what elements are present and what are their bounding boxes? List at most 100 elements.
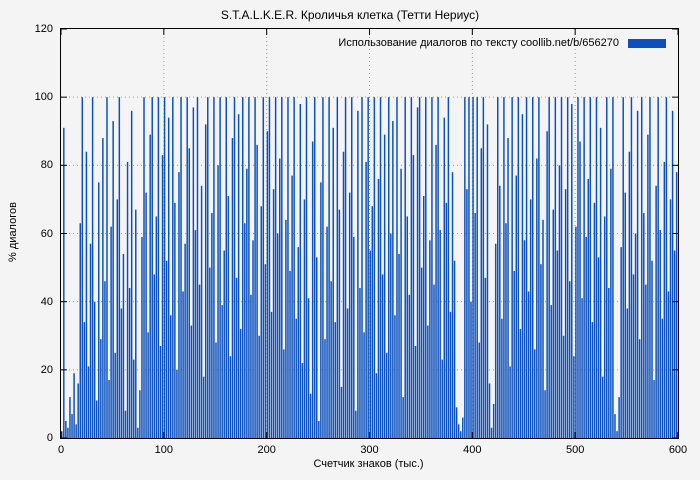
x-tick-label: 500 — [565, 444, 585, 456]
bar — [614, 414, 616, 438]
bar — [108, 380, 110, 438]
bar — [281, 97, 283, 438]
bar — [124, 410, 127, 438]
bar — [606, 97, 608, 438]
bar — [344, 97, 347, 438]
bar — [93, 301, 96, 438]
bar — [647, 134, 649, 438]
bar — [69, 397, 71, 438]
bar — [618, 397, 620, 438]
bar — [538, 97, 540, 438]
bar — [499, 185, 501, 438]
bar — [213, 97, 215, 438]
bar — [515, 175, 517, 438]
bar — [509, 366, 511, 438]
bar — [188, 148, 190, 438]
bar — [657, 97, 659, 438]
bar — [486, 124, 489, 438]
bar — [603, 216, 606, 438]
bar — [649, 97, 651, 438]
bar — [556, 250, 559, 438]
legend-label: Использование диалогов по тексту coollib… — [338, 37, 619, 49]
bar — [587, 178, 589, 438]
bar — [217, 165, 219, 438]
bar — [221, 305, 223, 438]
bar — [659, 230, 661, 438]
bar — [126, 161, 129, 438]
bar — [274, 97, 277, 438]
bar — [137, 427, 139, 438]
bar — [100, 339, 102, 438]
bar — [392, 121, 394, 438]
bar — [394, 315, 396, 438]
bar — [346, 308, 349, 438]
bar — [439, 230, 441, 438]
bar — [416, 107, 419, 438]
bar — [571, 103, 573, 438]
bar — [414, 345, 417, 438]
bar — [120, 308, 123, 438]
bar — [200, 185, 203, 438]
bar — [63, 127, 65, 438]
bar — [404, 97, 406, 438]
bar — [429, 240, 431, 438]
bar — [519, 328, 522, 438]
bar — [472, 97, 474, 438]
bar — [250, 294, 252, 438]
bar — [620, 247, 622, 438]
bar — [626, 308, 629, 438]
bar — [264, 264, 267, 438]
y-tick-label: 20 — [40, 363, 53, 376]
bar — [564, 189, 567, 438]
bar — [673, 250, 676, 438]
bar — [474, 213, 476, 438]
bar — [239, 328, 242, 438]
bar — [112, 121, 114, 438]
bar — [270, 311, 273, 438]
bar — [61, 431, 63, 438]
bar — [517, 97, 520, 438]
bar — [348, 192, 351, 438]
y-tick-label: 40 — [40, 295, 53, 308]
bar — [425, 97, 427, 438]
bar — [468, 97, 470, 438]
bar — [311, 141, 314, 438]
bar — [338, 209, 341, 438]
bar — [165, 260, 168, 438]
bar — [622, 97, 624, 438]
bar — [410, 97, 413, 438]
bar — [285, 219, 287, 438]
bar — [550, 305, 552, 438]
bar — [227, 196, 230, 438]
bar — [342, 151, 345, 438]
bar — [176, 369, 178, 438]
bar — [163, 97, 166, 438]
bar — [367, 97, 369, 438]
bar — [336, 97, 339, 438]
x-tick-label: 100 — [154, 444, 173, 456]
bar — [455, 407, 458, 438]
bar — [579, 141, 581, 438]
bar — [114, 352, 116, 438]
bar — [73, 373, 75, 438]
x-tick-label: 400 — [463, 444, 482, 456]
bar — [307, 298, 310, 438]
bar — [390, 233, 392, 438]
bar — [145, 192, 147, 438]
bar — [260, 206, 262, 438]
bar — [85, 151, 88, 438]
bar — [437, 97, 439, 438]
bar — [540, 264, 542, 438]
bar — [244, 223, 246, 438]
legend-swatch — [628, 38, 666, 48]
bar — [223, 250, 225, 438]
bar — [178, 172, 180, 438]
bar — [536, 158, 538, 438]
bar — [645, 284, 647, 438]
bar — [480, 148, 483, 438]
bar — [457, 424, 460, 438]
bar — [385, 352, 388, 438]
bar — [599, 127, 602, 438]
bar — [593, 202, 596, 438]
bar — [379, 97, 382, 438]
